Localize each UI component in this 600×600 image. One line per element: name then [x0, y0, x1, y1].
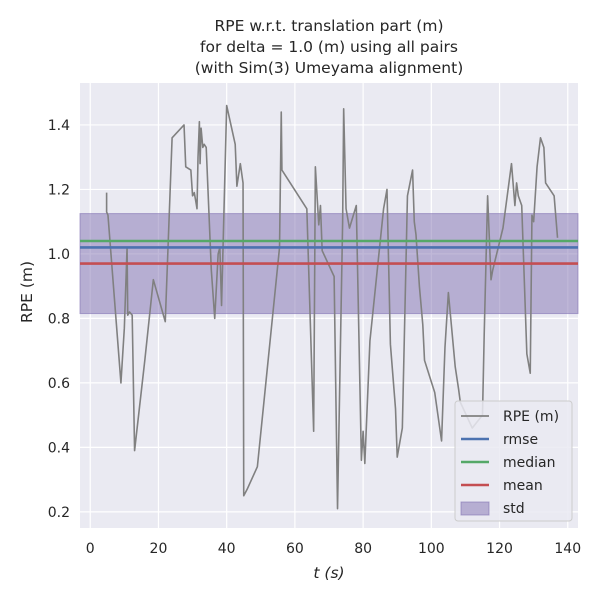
x-tick-label: 120: [486, 541, 513, 557]
rpe-series-line: [105, 104, 559, 510]
x-tick-label: 100: [418, 541, 445, 557]
legend-label: median: [503, 455, 555, 471]
x-tick-label: 140: [554, 541, 581, 557]
x-axis-label: t (s): [313, 564, 344, 582]
title-line-3: (with Sim(3) Umeyama alignment): [195, 59, 464, 77]
y-tick-label: 0.8: [48, 311, 70, 327]
y-tick-labels: 0.2 0.4 0.6 0.8 1.0 1.2 1.4: [48, 118, 70, 521]
legend-box: [454, 400, 573, 522]
x-tick-label: 20: [150, 541, 168, 557]
x-tick-label: 80: [354, 541, 372, 557]
y-tick-label: 1.2: [48, 182, 70, 198]
title-line-2: for delta = 1.0 (m) using all pairs: [200, 38, 458, 56]
x-tick-label: 0: [86, 541, 95, 557]
legend-label: mean: [503, 478, 543, 494]
y-tick-label: 0.6: [48, 376, 70, 392]
y-tick-label: 1.0: [48, 247, 70, 263]
y-axis-label: RPE (m): [18, 261, 36, 323]
x-tick-label: 60: [286, 541, 304, 557]
legend-label: RPE (m): [503, 409, 559, 425]
y-tick-label: 0.2: [48, 505, 70, 521]
title-line-1: RPE w.r.t. translation part (m): [214, 17, 443, 35]
x-tick-labels: 0 20 40 60 80 100 120 140: [86, 541, 581, 557]
x-tick-label: 40: [218, 541, 236, 557]
legend-label: rmse: [503, 432, 538, 448]
y-tick-label: 1.4: [48, 118, 70, 134]
series-layer: [80, 104, 578, 510]
legend-swatch-std: [460, 501, 490, 516]
y-tick-label: 0.4: [48, 440, 70, 456]
legend-label: std: [503, 501, 525, 517]
chart-title: RPE w.r.t. translation part (m) for delt…: [195, 17, 464, 77]
legend: RPE (m) rmse median mean std: [454, 400, 573, 522]
